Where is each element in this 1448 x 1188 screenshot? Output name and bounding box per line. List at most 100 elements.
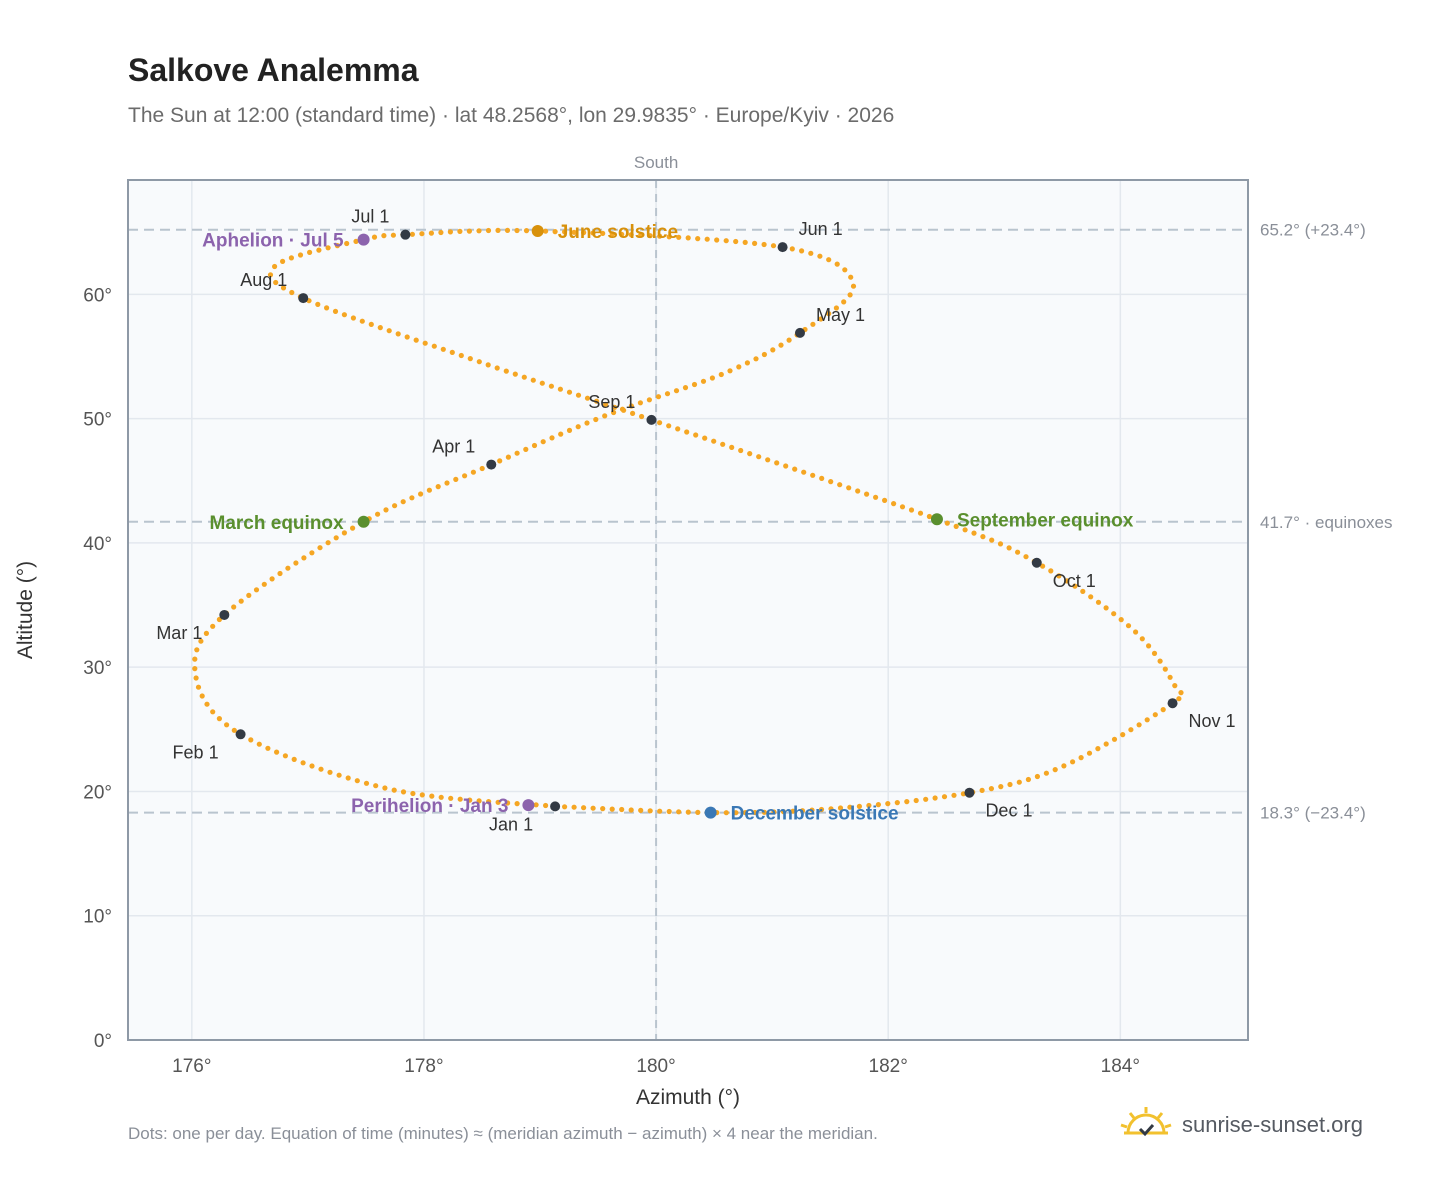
day-dot [514, 450, 520, 456]
day-dot [1078, 755, 1084, 761]
day-dot [855, 488, 861, 494]
day-dot [1162, 666, 1168, 672]
axis-ticks: 176° 178° 180° 182° 184° 0° 10° 20° 30° 40° 50° 60° [83, 285, 1140, 1077]
day-dot [566, 389, 573, 395]
day-dot [210, 623, 216, 629]
day-dot [962, 527, 968, 533]
day-dot [864, 491, 870, 497]
day-dot [363, 780, 370, 786]
day-dot [850, 283, 857, 289]
day-dot [470, 469, 476, 475]
y-tick-label: 30° [83, 658, 112, 679]
day-dot [476, 359, 482, 365]
day-dot [309, 763, 315, 769]
day-dot [590, 230, 596, 236]
day-dot [504, 227, 511, 233]
day-dot [1095, 599, 1102, 605]
day-dot [1139, 636, 1145, 642]
day-dot [307, 249, 313, 255]
day-dot [327, 769, 333, 775]
day-dot [269, 576, 275, 582]
day-dot [503, 368, 509, 374]
brand[interactable]: sunrise-sunset.org [1118, 1100, 1363, 1150]
day-dot [913, 797, 919, 804]
month-dot [777, 242, 788, 253]
day-dot [817, 253, 823, 259]
day-dot [638, 232, 644, 238]
day-dot [195, 684, 202, 690]
day-dot [354, 778, 360, 784]
day-dot [497, 458, 503, 464]
day-dot [761, 241, 767, 248]
day-dot [619, 231, 625, 237]
day-dot [1128, 727, 1134, 733]
day-dot [752, 240, 758, 246]
day-dot [265, 745, 271, 751]
day-dot [637, 400, 644, 406]
day-dot [584, 420, 590, 426]
day-dot [274, 749, 280, 755]
day-dot [685, 235, 691, 241]
day-dot [288, 255, 294, 261]
day-dot [210, 709, 216, 715]
day-dot [695, 809, 701, 816]
plot-area [128, 180, 1248, 1040]
day-dot [1172, 683, 1178, 689]
day-dot [727, 368, 733, 374]
day-dot [810, 321, 816, 327]
day-dot [350, 315, 356, 321]
day-dot [575, 392, 582, 398]
day-dot [486, 799, 492, 805]
day-dot [926, 513, 933, 520]
day-dot [980, 534, 986, 540]
day-dot [391, 787, 397, 793]
day-dot [997, 541, 1004, 547]
day-dot [593, 416, 599, 423]
month-dot [235, 729, 246, 740]
y-tick-label: 0° [94, 1031, 112, 1052]
day-dot [429, 793, 435, 799]
day-dot [426, 487, 432, 493]
day-dot [818, 316, 824, 322]
day-dot [316, 247, 322, 253]
day-dot [448, 795, 454, 801]
day-dot [691, 381, 698, 388]
day-dot [533, 802, 539, 808]
day-dot [630, 410, 636, 416]
day-dot [261, 581, 267, 587]
brand-name: sunrise-sunset.org [1182, 1112, 1363, 1137]
footnote: Dots: one per day. Equation of time (min… [128, 1124, 878, 1143]
day-dot [882, 497, 888, 503]
day-dot [953, 523, 959, 530]
day-dot [431, 343, 437, 349]
day-dot [834, 261, 840, 267]
day-dot [549, 435, 555, 441]
day-dot [523, 228, 530, 234]
day-dot [359, 318, 365, 324]
month-dot [1031, 557, 1042, 568]
day-dot [718, 371, 724, 378]
day-dot [1016, 779, 1022, 785]
day-dot [693, 432, 699, 438]
day-dot [783, 463, 789, 469]
day-dot [199, 693, 205, 699]
day-dot [837, 805, 844, 811]
day-dot [675, 426, 681, 432]
day-dot [799, 808, 806, 814]
day-dot [702, 435, 708, 441]
day-dot [1095, 746, 1101, 752]
month-label: Sep 1 [588, 392, 635, 412]
event-dot [531, 224, 544, 237]
day-dot [594, 398, 600, 404]
x-tick-label: 180° [636, 1056, 675, 1077]
day-dot [1048, 568, 1054, 574]
day-dot [413, 337, 419, 343]
meridian-label: South [634, 153, 678, 172]
day-dot [666, 423, 672, 429]
day-dot [790, 808, 796, 814]
day-dot [664, 391, 671, 397]
day-dot [988, 786, 995, 792]
day-dot [272, 263, 278, 270]
day-dot [521, 374, 527, 380]
day-dot [566, 427, 573, 433]
